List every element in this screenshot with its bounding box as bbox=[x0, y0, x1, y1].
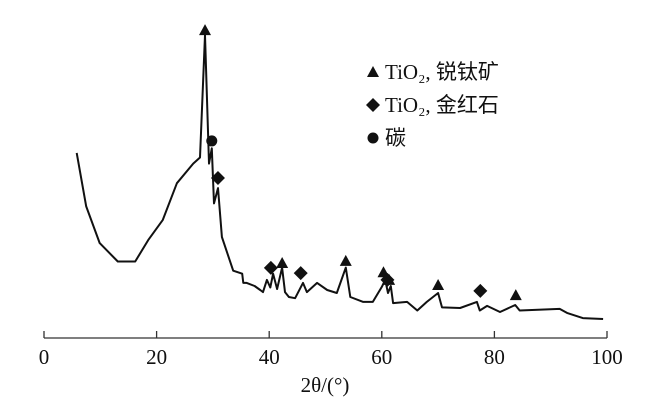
legend-label: 碳 bbox=[385, 126, 406, 150]
diamond-peak-marker bbox=[293, 266, 308, 281]
series-line bbox=[75, 34, 604, 320]
x-tick-label: 20 bbox=[146, 345, 167, 369]
peak-markers bbox=[199, 24, 522, 301]
x-axis-title: 2θ/(°) bbox=[301, 373, 350, 397]
x-tick-label: 100 bbox=[591, 345, 623, 369]
legend-circle-icon bbox=[367, 132, 379, 144]
legend-label: TiO₂, 锐钛矿 bbox=[385, 60, 499, 84]
legend-diamond-icon bbox=[366, 98, 380, 112]
diamond-peak-marker bbox=[380, 272, 395, 287]
x-tick-labels: 0 20 40 60 80 100 bbox=[39, 345, 623, 369]
x-tick-label: 80 bbox=[484, 345, 505, 369]
legend-label: TiO₂, 金红石 bbox=[385, 93, 499, 117]
triangle-peak-marker bbox=[199, 24, 212, 36]
triangle-peak-marker bbox=[339, 254, 352, 266]
diamond-peak-marker bbox=[473, 283, 488, 298]
triangle-peak-marker bbox=[432, 279, 445, 291]
circle-peak-marker bbox=[206, 135, 218, 147]
x-tick-label: 0 bbox=[39, 345, 50, 369]
triangle-peak-marker bbox=[276, 257, 289, 269]
x-tick-label: 60 bbox=[371, 345, 392, 369]
x-tick-label: 40 bbox=[259, 345, 280, 369]
legend-triangle-icon bbox=[367, 66, 379, 77]
diamond-peak-marker bbox=[263, 260, 278, 275]
triangle-peak-marker bbox=[509, 289, 522, 301]
diamond-peak-marker bbox=[210, 170, 225, 185]
x-axis bbox=[43, 331, 608, 339]
